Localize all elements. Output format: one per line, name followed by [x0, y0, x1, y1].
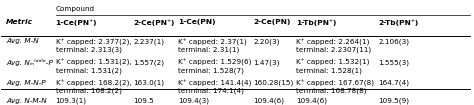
Text: K⁺ capped: 2.264(1)
terminal: 2.2307(11): K⁺ capped: 2.264(1) terminal: 2.2307(11) — [296, 38, 371, 53]
Text: Avg. M-N-P: Avg. M-N-P — [6, 80, 46, 86]
Text: 109.4(3): 109.4(3) — [178, 98, 209, 104]
Text: K⁺ capped: 2.37(1)
terminal: 2.31(1): K⁺ capped: 2.37(1) terminal: 2.31(1) — [178, 38, 247, 53]
Text: K⁺ capped: 168.2(2),
terminal: 168.2(2): K⁺ capped: 168.2(2), terminal: 168.2(2) — [55, 80, 131, 95]
Text: 1.557(2): 1.557(2) — [133, 59, 164, 66]
Text: Avg. N-M-N: Avg. N-M-N — [6, 98, 47, 104]
Text: Metric: Metric — [6, 19, 33, 25]
Text: K⁺ capped: 167.67(8)
terminal: 168.78(8): K⁺ capped: 167.67(8) terminal: 168.78(8) — [296, 80, 374, 95]
Text: 109.3(1): 109.3(1) — [55, 98, 87, 104]
Text: 2-Ce(PN): 2-Ce(PN) — [254, 19, 291, 25]
Text: 109.4(6): 109.4(6) — [296, 98, 327, 104]
Text: K⁺ capped: 1.529(6)
terminal: 1.528(7): K⁺ capped: 1.529(6) terminal: 1.528(7) — [178, 59, 252, 74]
Text: 2.237(1): 2.237(1) — [133, 38, 164, 45]
Text: 109.4(6): 109.4(6) — [254, 98, 284, 104]
Text: Compound: Compound — [55, 6, 95, 12]
Text: Avg. M-N: Avg. M-N — [6, 38, 39, 44]
Text: 160.28(15): 160.28(15) — [254, 80, 294, 86]
Text: 2-Tb(PN⁺): 2-Tb(PN⁺) — [378, 19, 419, 26]
Text: Avg. Nₘᴵᵈᵈˡᵉ-P: Avg. Nₘᴵᵈᵈˡᵉ-P — [6, 59, 53, 66]
Text: K⁺ capped: 1.531(2),
terminal: 1.531(2): K⁺ capped: 1.531(2), terminal: 1.531(2) — [55, 59, 131, 74]
Text: 1-Ce(PN⁺): 1-Ce(PN⁺) — [55, 19, 97, 26]
Text: 1-Tb(PN⁺): 1-Tb(PN⁺) — [296, 19, 336, 26]
Text: 163.0(1): 163.0(1) — [133, 80, 164, 86]
Text: 1-Ce(PN): 1-Ce(PN) — [178, 19, 216, 25]
Text: 2-Ce(PN⁺): 2-Ce(PN⁺) — [133, 19, 175, 26]
Text: 109.5(9): 109.5(9) — [378, 98, 410, 104]
Text: 164.7(4): 164.7(4) — [378, 80, 410, 86]
Text: K⁺ capped: 1.532(1)
terminal: 1.528(1): K⁺ capped: 1.532(1) terminal: 1.528(1) — [296, 59, 369, 74]
Text: 2.20(3): 2.20(3) — [254, 38, 280, 45]
Text: 1.47(3): 1.47(3) — [254, 59, 280, 66]
Text: 1.555(3): 1.555(3) — [378, 59, 410, 66]
Text: 2.106(3): 2.106(3) — [378, 38, 410, 45]
Text: K⁺ capped: 141.4(4)
terminal: 174.1(4): K⁺ capped: 141.4(4) terminal: 174.1(4) — [178, 80, 252, 95]
Text: K⁺ capped: 2.377(2),
terminal: 2.313(3): K⁺ capped: 2.377(2), terminal: 2.313(3) — [55, 38, 131, 53]
Text: 109.5: 109.5 — [133, 98, 154, 104]
